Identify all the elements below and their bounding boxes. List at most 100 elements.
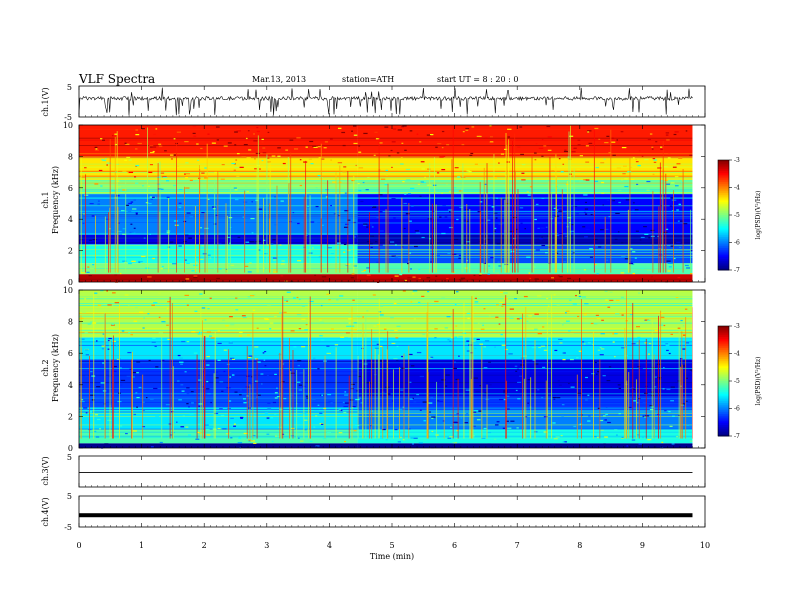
spectrogram-cell <box>502 303 506 306</box>
spectrogram-band <box>357 179 693 195</box>
spectrogram-cell <box>263 267 267 269</box>
spectrogram-cell <box>667 433 671 436</box>
spectrogram-cell <box>397 129 403 131</box>
spectrogram-cell <box>313 146 318 148</box>
spectrogram-line <box>79 402 693 404</box>
spectrogram-line <box>79 411 693 413</box>
spectrogram-cell <box>652 173 655 175</box>
spectrogram-cell <box>132 194 135 197</box>
spectrogram-cell <box>537 227 540 229</box>
spectrogram-cell <box>250 241 255 243</box>
spectrogram-cell <box>517 146 521 148</box>
spectrogram-cell <box>629 313 634 316</box>
spectrogram-cell <box>234 199 239 201</box>
spectrogram-streak <box>569 125 571 273</box>
spectrogram-cell <box>641 267 645 270</box>
spectrogram-cell <box>437 142 442 145</box>
spectrogram-cell <box>263 359 266 361</box>
spectrogram-streak <box>549 156 551 273</box>
spectrogram-cell <box>504 348 508 351</box>
spectrogram-cell <box>143 317 145 319</box>
spectrogram-cell <box>185 187 190 189</box>
spectrogram-cell <box>457 176 461 178</box>
spectrogram-cell <box>163 176 168 178</box>
spectrogram-cell <box>348 242 353 244</box>
ch3-waveform-ylabel: ch.3(V) <box>41 456 50 485</box>
spectrogram-cell <box>293 297 296 299</box>
spectrogram-cell <box>249 295 255 297</box>
spectrogram-streak <box>353 175 355 273</box>
spectrogram-cell <box>161 321 166 323</box>
spectrogram-cell <box>444 327 448 329</box>
spectrogram-cell <box>446 144 450 146</box>
spectrogram-cell <box>484 183 487 185</box>
colorbar-cell <box>718 414 729 417</box>
spectrogram-cell <box>676 209 679 211</box>
spectrogram-cell <box>308 252 313 254</box>
spectrogram-cell <box>635 230 639 232</box>
spectrogram-line <box>79 170 693 172</box>
spectrogram-cell <box>304 329 309 331</box>
spectrogram-cell <box>670 400 674 402</box>
colorbar-cell <box>718 244 729 247</box>
spectrogram-cell <box>254 158 256 160</box>
spectrogram-cell <box>199 258 204 260</box>
spectrogram-streak <box>257 135 259 273</box>
y-tick-label: 0 <box>68 444 73 453</box>
colorbar-cell <box>718 189 729 192</box>
spectrogram-line <box>79 172 693 173</box>
colorbar-cell <box>718 211 729 214</box>
spectrogram-cell <box>611 141 616 143</box>
spectrogram-cell <box>94 183 99 185</box>
spectrogram-cell <box>133 227 136 229</box>
spectrogram-cell <box>157 176 161 178</box>
spectrogram-cell <box>374 241 378 243</box>
spectrogram-cell <box>469 154 473 157</box>
spectrogram-cell <box>474 301 479 303</box>
spectrogram-cell <box>217 342 222 345</box>
colorbar-cell <box>718 357 729 360</box>
spectrogram-cell <box>585 228 590 231</box>
spectrogram-cell <box>650 229 655 232</box>
spectrogram-streak <box>672 190 674 273</box>
spectrogram-cell <box>507 408 510 410</box>
spectrogram-line <box>79 333 693 334</box>
spectrogram-cell <box>477 211 481 213</box>
spectrogram-line <box>79 410 693 412</box>
spectrogram-cell <box>94 246 98 249</box>
spectrogram-cell <box>454 303 457 306</box>
spectrogram-cell <box>453 187 457 189</box>
spectrogram-streak <box>225 203 227 273</box>
spectrogram-cell <box>583 343 586 345</box>
spectrogram-cell <box>390 149 393 152</box>
spectrogram-cell <box>152 257 155 260</box>
spectrogram-cell <box>143 237 146 239</box>
spectrogram-cell <box>196 143 199 145</box>
spectrogram-cell <box>253 140 258 142</box>
spectrogram-cell <box>199 293 203 295</box>
spectrogram-cell <box>82 222 85 225</box>
spectrogram-cell <box>663 165 668 168</box>
colorbar-cell <box>718 183 729 187</box>
spectrogram-cell <box>162 265 164 268</box>
spectrogram-cell <box>620 296 624 298</box>
spectrogram-streak <box>206 143 208 273</box>
spectrogram-cell <box>672 166 677 168</box>
spectrogram-cell <box>534 313 539 315</box>
spectrogram-streak <box>117 206 119 273</box>
spectrogram-cell <box>478 274 482 277</box>
spectrogram-streak <box>112 335 114 439</box>
spectrogram-cell <box>128 159 132 161</box>
ch2-spectrogram-heatmap <box>79 290 705 449</box>
spectrogram-cell <box>315 415 318 417</box>
spectrogram-cell <box>158 143 162 145</box>
spectrogram-line <box>79 340 693 341</box>
spectrogram-cell <box>568 330 571 332</box>
spectrogram-streak <box>508 191 510 273</box>
spectrogram-cell <box>178 189 183 191</box>
colorbar-cell <box>718 381 729 384</box>
spectrogram-cell <box>494 424 499 426</box>
spectrogram-cell <box>624 185 629 188</box>
spectrogram-streak <box>486 193 488 273</box>
y-tick-label: 2 <box>68 412 73 421</box>
